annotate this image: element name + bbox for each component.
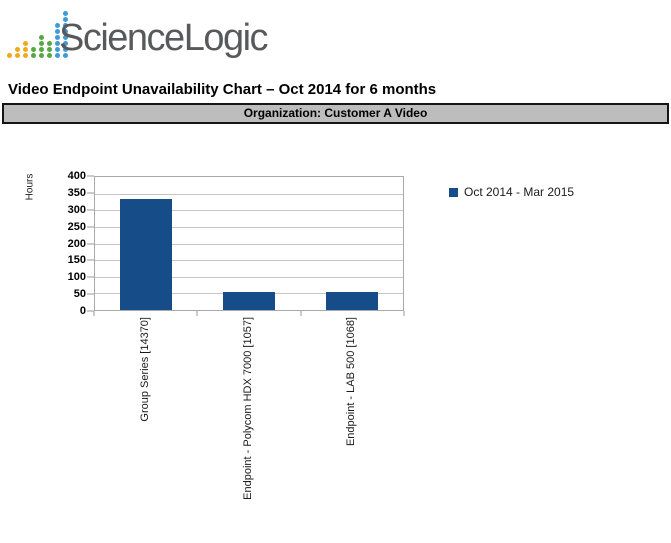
plot-area <box>94 176 404 311</box>
gridline <box>95 260 403 262</box>
y-tick-label: 200 <box>67 237 86 250</box>
y-axis-labels: 400 350 300 250 200 150 100 50 0 <box>44 170 86 317</box>
bar-group-series <box>120 198 172 310</box>
y-tick-label: 250 <box>67 220 86 233</box>
gridline <box>95 193 403 195</box>
category-label: Group Series [14370] <box>139 317 151 422</box>
legend: Oct 2014 - Mar 2015 <box>449 185 574 199</box>
bar-endpoint-lab-500 <box>326 291 378 310</box>
bar-endpoint-polycom-hdx-7000 <box>223 291 275 310</box>
y-tick-label: 300 <box>67 203 86 216</box>
y-tick-label: 400 <box>67 170 86 182</box>
y-axis-ticks <box>87 175 94 312</box>
y-tick-label: 150 <box>67 254 86 267</box>
y-axis-title: Hours <box>24 173 36 201</box>
gridline <box>95 276 403 278</box>
y-tick-label: 0 <box>79 305 86 317</box>
logo-text: ScienceLogic <box>59 17 269 59</box>
page-title: Video Endpoint Unavailability Chart – Oc… <box>8 81 437 98</box>
logo-dot-chart-icon <box>7 9 68 58</box>
legend-swatch <box>449 187 458 197</box>
gridline <box>95 243 403 245</box>
legend-label: Oct 2014 - Mar 2015 <box>464 185 575 199</box>
y-tick-label: 100 <box>67 271 86 284</box>
organization-banner: Organization: Customer A Video <box>2 103 669 124</box>
category-label: Endpoint - Polycom HDX 7000 [1057] <box>242 317 254 500</box>
y-tick-label: 350 <box>67 186 86 199</box>
gridline <box>95 210 403 212</box>
y-tick-label: 50 <box>73 288 86 301</box>
gridline <box>95 226 403 228</box>
x-axis-ticks <box>93 311 405 316</box>
category-label: Endpoint - LAB 500 [1068] <box>345 317 357 447</box>
sciencelogic-logo <box>7 9 68 58</box>
